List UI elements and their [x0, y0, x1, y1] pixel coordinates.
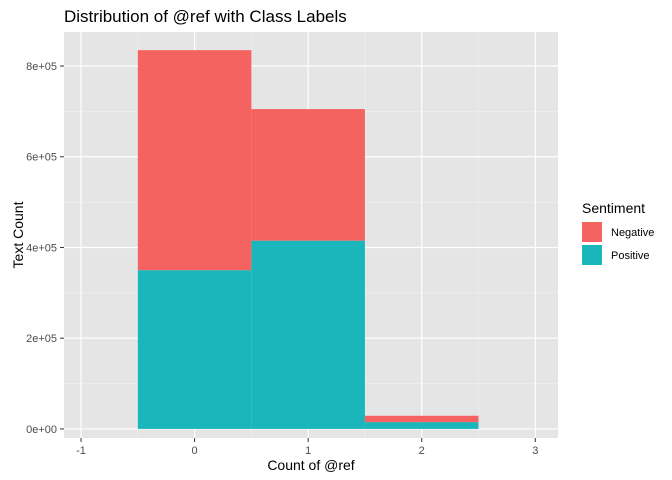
x-tick-label: 2: [419, 445, 425, 457]
y-tick-label: 0e+00: [26, 424, 57, 436]
legend-title: Sentiment: [582, 200, 645, 216]
x-tick-label: 3: [532, 445, 538, 457]
legend-label-positive: Positive: [611, 250, 650, 262]
bar-negative-1: [251, 109, 365, 241]
legend-label-negative: Negative: [611, 227, 654, 239]
bar-group: [137, 50, 479, 429]
x-axis-ticks: -1 0 1 2 3: [76, 438, 538, 457]
y-axis-title: Text Count: [10, 201, 26, 268]
bar-positive-2: [364, 422, 479, 429]
y-tick-label: 6e+05: [26, 152, 57, 164]
x-tick-label: -1: [76, 445, 86, 457]
bar-negative-0: [137, 50, 252, 271]
x-axis-title: Count of @ref: [267, 457, 354, 473]
y-tick-label: 2e+05: [26, 333, 57, 345]
y-axis-ticks: 0e+00 2e+05 4e+05 6e+05 8e+05: [26, 61, 64, 436]
bar-negative-2: [364, 415, 479, 423]
x-tick-label: 1: [305, 445, 311, 457]
bar-positive-0: [137, 270, 252, 429]
y-tick-label: 4e+05: [26, 242, 57, 254]
bar-positive-1: [251, 240, 365, 429]
legend-key-negative: [582, 222, 602, 242]
legend-key-positive: [582, 245, 602, 265]
chart-title: Distribution of @ref with Class Labels: [64, 7, 347, 26]
y-tick-label: 8e+05: [26, 61, 57, 73]
x-tick-label: 0: [192, 445, 198, 457]
legend: Sentiment Negative Positive: [582, 200, 654, 265]
